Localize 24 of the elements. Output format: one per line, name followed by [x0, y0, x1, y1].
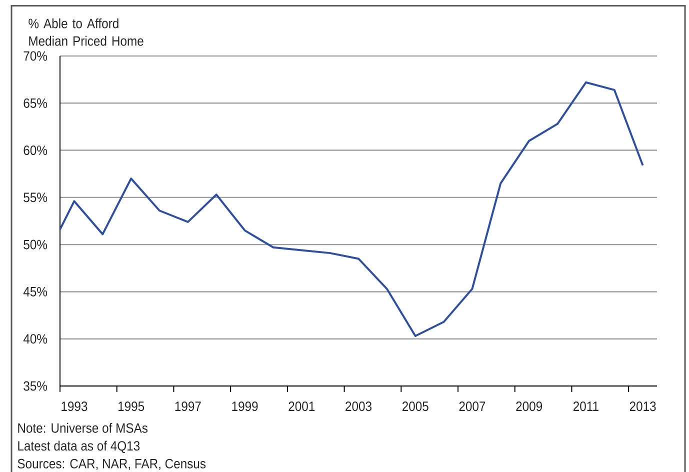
line-series [60, 81, 644, 338]
y-tick-label: 50% [24, 240, 48, 250]
x-tick-label: 1999 [232, 402, 258, 412]
x-tick-label: 1997 [175, 402, 201, 412]
y-tick-label: 35% [24, 381, 48, 391]
y-tick-label: 45% [23, 286, 48, 296]
x-tick-label: 2009 [516, 402, 542, 412]
text: Note: Universe of MSAs [18, 422, 148, 433]
x-tick-label: 1993 [62, 402, 88, 412]
y-tick-label: 70% [24, 51, 48, 61]
y-tick-label: 65% [24, 98, 48, 108]
x-tick-label: 2001 [288, 402, 315, 412]
y-tick-label: 40% [23, 334, 48, 344]
x-tick-label: 2007 [459, 402, 486, 412]
y-tick-label: 55% [24, 192, 48, 202]
source-note: Sources: CAR, NAR, FAR, Census [18, 458, 206, 470]
x-tick-label: 2011 [573, 402, 598, 412]
y-axis-title: % Able to Afford Median Priced Home [28, 18, 144, 46]
x-tick-label: 1995 [118, 402, 144, 412]
x-tick-label: 2003 [346, 402, 372, 412]
y-tick-label: 60% [24, 146, 48, 156]
x-tick-label: 2013 [630, 402, 656, 412]
text: Latest data as of 4Q13 [18, 440, 140, 454]
x-tick-label: 2005 [402, 402, 428, 412]
